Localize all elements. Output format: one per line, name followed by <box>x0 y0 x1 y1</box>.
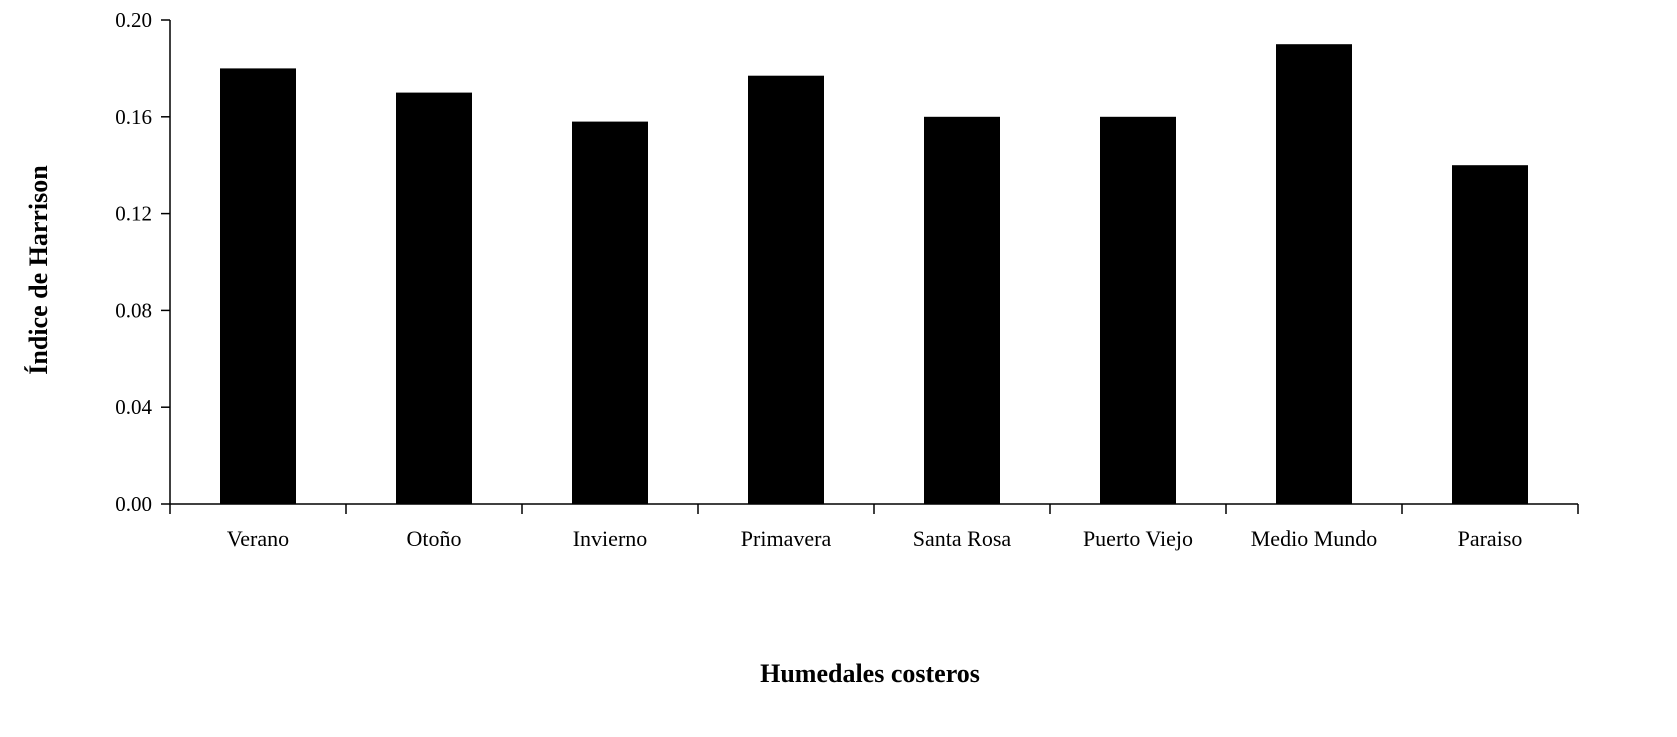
x-tick-label: Verano <box>227 526 289 551</box>
y-tick-label: 0.08 <box>115 298 152 322</box>
bar-1 <box>396 92 472 504</box>
x-axis-title: Humedales costeros <box>760 659 980 688</box>
x-tick-label: Invierno <box>573 526 648 551</box>
bar-3 <box>748 75 824 504</box>
x-ticks-layer <box>169 504 1579 514</box>
x-tick-label: Puerto Viejo <box>1083 526 1193 551</box>
bars-layer <box>220 44 1528 505</box>
x-tick-label: Paraiso <box>1458 526 1523 551</box>
y-tick-label: 0.00 <box>115 492 152 516</box>
y-ticks-layer: 0.00 0.04 0.08 0.12 0.16 0.20 <box>115 8 170 516</box>
x-tick-label: Primavera <box>741 526 832 551</box>
y-axis-title: Índice de Harrison <box>24 165 53 375</box>
x-labels-layer: Verano Otoño Invierno Primavera Santa Rosa Pu… <box>227 526 1523 551</box>
bar-6 <box>1276 44 1352 504</box>
y-tick-label: 0.04 <box>115 395 152 419</box>
bar-2 <box>572 121 648 504</box>
x-tick-label: Otoño <box>407 526 462 551</box>
x-tick-label: Santa Rosa <box>913 526 1012 551</box>
bar-5 <box>1100 116 1176 505</box>
bar-0 <box>220 68 296 505</box>
y-tick-label: 0.20 <box>115 8 152 32</box>
bar-7 <box>1452 165 1528 504</box>
y-tick-label: 0.16 <box>115 105 152 129</box>
bar-4 <box>924 116 1000 505</box>
y-tick-label: 0.12 <box>115 202 152 226</box>
x-tick-label: Medio Mundo <box>1251 526 1378 551</box>
